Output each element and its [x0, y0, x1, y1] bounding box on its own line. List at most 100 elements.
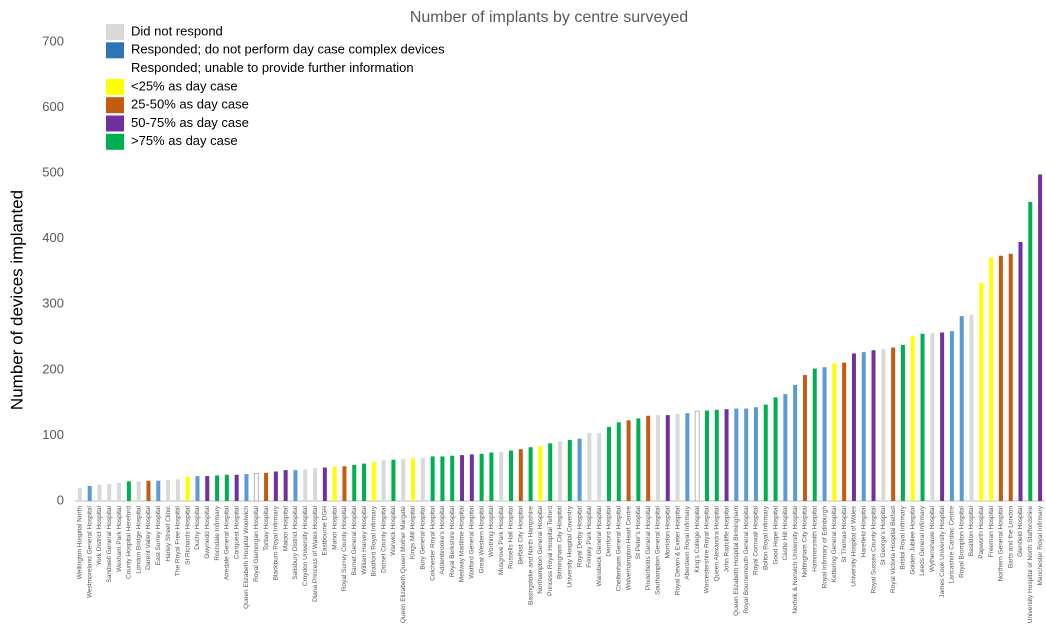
x-tick-label: Barnet General Hospital — [351, 505, 358, 575]
bar — [97, 484, 102, 501]
bar — [548, 443, 553, 501]
bar — [861, 352, 866, 501]
x-tick-label: Basildon Hospital — [968, 505, 975, 556]
x-tick-label: Birmingham City Hospital — [557, 505, 564, 579]
bar — [322, 467, 327, 501]
x-tick-label: Torbay Hospital — [263, 505, 270, 550]
y-axis-label: Number of devices implanted — [7, 190, 26, 410]
x-tick-label: Queen Elizabeth Queen Mother Margate — [400, 506, 407, 623]
x-tick-label: Freeman Hospital — [988, 505, 995, 557]
x-tick-label: Morriston Hospital — [664, 505, 671, 558]
bar — [332, 466, 337, 501]
x-tick-label: Manor Hospital — [331, 505, 338, 549]
y-tick-label: 700 — [42, 33, 64, 48]
bar — [273, 471, 278, 501]
bar — [420, 457, 425, 501]
x-tick-label: Maidor Hospital — [282, 505, 289, 551]
x-tick-label: Bury General Hospital — [420, 505, 427, 569]
x-tick-label: James Cook University Hospital — [939, 505, 946, 597]
bar — [381, 460, 386, 501]
bar — [77, 487, 82, 501]
x-tick-label: Castle Hill Hospital — [782, 505, 789, 560]
x-tick-label: St Thomas Hospital — [841, 505, 848, 562]
x-tick-label: Queen Elizabeth Hospital Birmingham — [733, 506, 740, 616]
bar — [401, 459, 406, 501]
bar — [910, 335, 915, 501]
x-tick-label: Darent Valley Hospital — [145, 505, 152, 569]
bar — [558, 441, 562, 501]
x-tick-label: Royal Infirmary of Edinburgh — [821, 506, 828, 589]
bar — [636, 418, 641, 501]
bar — [469, 454, 474, 501]
bar — [724, 409, 729, 501]
bar — [126, 481, 131, 501]
x-tick-label: Princess Royal Hospital Telford — [547, 506, 554, 596]
x-tick-label: Wellington Hospital North — [77, 506, 84, 580]
bar — [352, 464, 357, 501]
bar — [538, 445, 543, 501]
bar — [685, 413, 690, 501]
x-tick-label: King's College Hospital — [694, 505, 701, 572]
x-tick-label: John Radcliffe Hospital — [723, 505, 730, 572]
bar — [812, 368, 817, 501]
x-tick-label: Musgrove Park Hospital — [498, 505, 505, 575]
x-tick-label: Royal Cornwall Hospital — [753, 505, 760, 575]
bar — [989, 257, 994, 501]
x-tick-label: York District Hospital — [96, 505, 103, 565]
x-tick-label: Royal Devon & Exeter Hospital — [674, 505, 681, 595]
x-tick-label: Kettering General Hospital — [831, 505, 838, 582]
x-tick-label: Diana Princess of Wales Hospital — [312, 505, 319, 601]
x-tick-label: University Hospital of North Staffordshi… — [1027, 506, 1034, 624]
bar — [773, 397, 778, 501]
bar — [499, 451, 504, 501]
bar — [675, 413, 680, 501]
bar — [244, 474, 249, 501]
x-tick-label: Golden Jubilee Hospital — [909, 505, 916, 574]
bar — [1038, 174, 1043, 501]
x-tick-label: Lancashire Cardiac Centre — [949, 506, 956, 584]
x-tick-label: Eastbourne DGH — [322, 506, 329, 556]
legend-swatch — [106, 97, 124, 114]
x-tick-label: Bradford Royal Infirmary — [371, 505, 378, 576]
bar — [616, 422, 621, 501]
x-tick-label: Medway Maritime Hospital — [459, 505, 466, 582]
bar — [371, 462, 376, 501]
bar — [606, 426, 611, 501]
x-tick-label: Gwynedd Hospital — [204, 505, 211, 558]
legend-label: <25% as day case — [131, 78, 238, 93]
legend-swatch — [106, 115, 124, 132]
bar — [793, 384, 798, 501]
bar — [136, 481, 141, 501]
bar — [900, 344, 905, 501]
bar — [587, 432, 592, 501]
x-tick-label: Westmoreland General Hospital — [86, 505, 93, 598]
bar — [166, 480, 171, 501]
bar — [969, 314, 974, 501]
x-tick-label: Royal Victoria Hospital Belfast — [890, 506, 897, 593]
bar — [195, 476, 200, 501]
legend-label: 25-50% as day case — [131, 97, 249, 112]
y-tick-label: 100 — [42, 427, 64, 442]
x-tick-label: University Hospital Coventry — [567, 505, 574, 587]
bar — [518, 449, 523, 501]
bar — [871, 350, 876, 501]
x-tick-label: The Royal Free Hospital — [175, 505, 182, 576]
x-tick-label: Queen Elizabeth Hospital Woolwich — [243, 506, 250, 609]
bar — [528, 447, 533, 501]
x-tick-label: Royal Derby Hospital — [576, 505, 583, 567]
bar — [303, 469, 308, 501]
x-tick-label: University Hospital of Wales — [851, 505, 858, 586]
x-tick-label: Leeds General Infirmary — [919, 505, 926, 575]
x-tick-label: Duchy Hospital — [194, 505, 201, 549]
x-tick-label: Pinderfields General Hospital — [645, 505, 652, 590]
x-tick-label: Frimley Park Hospital — [586, 505, 593, 567]
x-tick-label: Croydon University Hospital — [302, 505, 309, 586]
bar — [744, 408, 749, 501]
bar — [440, 456, 445, 501]
bar — [665, 415, 670, 501]
bar — [1028, 201, 1033, 501]
bar — [146, 480, 151, 501]
x-tick-label: East Surrey Hospital — [155, 505, 162, 565]
bar — [313, 468, 318, 501]
bar — [175, 479, 180, 501]
